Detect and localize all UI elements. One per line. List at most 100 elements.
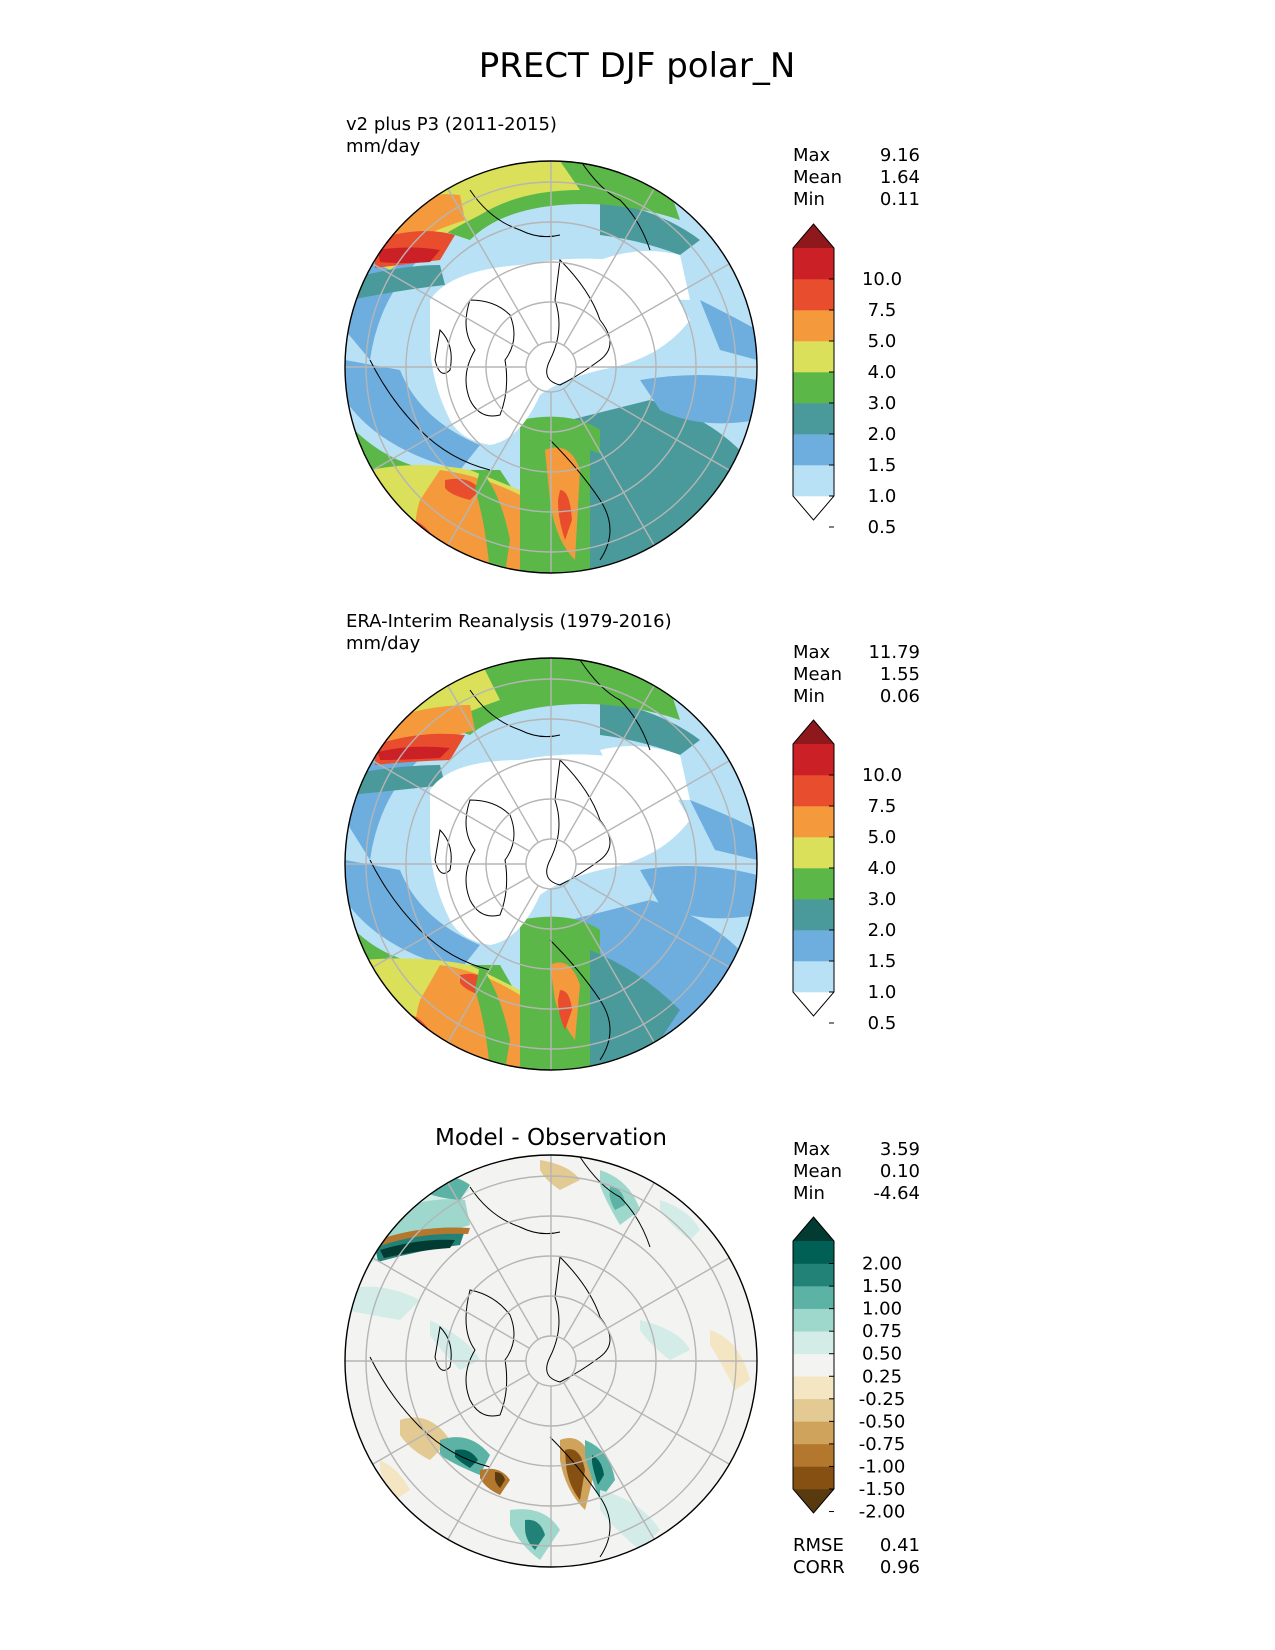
colorbar-segment — [793, 1286, 834, 1309]
colorbar-tick-label: -0.50 — [859, 1411, 906, 1432]
stat-label-mean: Mean — [793, 1161, 842, 1182]
colorbar-tick-label: 0.50 — [862, 1344, 902, 1365]
panel-diff-title: Model - Observation — [435, 1125, 667, 1151]
colorbar-diff: 2.001.501.000.750.500.25-0.25-0.50-0.75-… — [792, 1216, 906, 1523]
colorbar-segment — [793, 1241, 834, 1264]
colorbar-model: 10.0 7.5 5.0 4.0 3.0 2.0 1.5 1.0 0.5 — [792, 223, 902, 538]
colorbar-tick-label: 3.0 — [868, 393, 897, 414]
metric-label-corr: CORR — [793, 1557, 845, 1578]
colorbar-segment — [793, 1421, 834, 1445]
colorbar-tick-label: 7.5 — [868, 300, 897, 321]
metric-label-rmse: RMSE — [793, 1535, 844, 1556]
panel-obs: ERA-Interim Reanalysis (1979-2016) mm/da… — [344, 611, 920, 1071]
stats-obs: Max 11.79 Mean 1.55 Min 0.06 — [793, 642, 920, 707]
colorbar-tick-label: 2.00 — [862, 1254, 902, 1275]
stat-label-min: Min — [793, 1183, 825, 1204]
colorbar-cap-high — [793, 1217, 834, 1241]
colorbar-tick-label: -2.00 — [859, 1502, 906, 1523]
stat-value-min: -4.64 — [873, 1183, 920, 1204]
colorbar-tick-label: 0.25 — [862, 1366, 902, 1387]
colorbar-segment — [793, 1331, 834, 1355]
colorbar-tick-label: 1.0 — [868, 982, 897, 1003]
metric-value-rmse: 0.41 — [880, 1535, 920, 1556]
colorbar-segment — [793, 930, 834, 962]
stat-label-mean: Mean — [793, 664, 842, 685]
colorbar-tick-label: 3.0 — [868, 889, 897, 910]
colorbar-segment — [793, 868, 834, 900]
colorbar-segment — [793, 961, 834, 993]
stat-value-min: 0.11 — [880, 189, 920, 210]
colorbar-tick-label: 2.0 — [868, 424, 897, 445]
colorbar-tick-label: -1.50 — [859, 1479, 906, 1500]
map-diff-border — [344, 1154, 758, 1568]
panel-model-line1: v2 plus P3 (2011-2015) — [346, 114, 557, 135]
stat-label-mean: Mean — [793, 167, 842, 188]
map-model — [345, 161, 757, 573]
panel-diff: Model - Observation — [344, 1125, 920, 1578]
colorbar-segment — [793, 403, 834, 435]
colorbar-segment — [793, 465, 834, 497]
metrics-diff: RMSE 0.41 CORR 0.96 — [793, 1535, 920, 1578]
colorbar-outline — [792, 719, 835, 1017]
colorbar-tick-label: 1.00 — [862, 1299, 902, 1320]
figure-title: PRECT DJF polar_N — [479, 46, 796, 86]
colorbar-segment — [793, 806, 834, 838]
colorbar-segment — [793, 1443, 834, 1467]
colorbar-tick-label: 1.0 — [868, 486, 897, 507]
colorbar-tick-label: 1.5 — [868, 951, 897, 972]
colorbar-tick-label: 5.0 — [868, 827, 897, 848]
colorbar-tick-label: 4.0 — [868, 362, 897, 383]
stat-value-min: 0.06 — [880, 686, 920, 707]
colorbar-tick-label: 5.0 — [868, 331, 897, 352]
colorbar-segment — [793, 837, 834, 869]
colorbar-tick-label: -0.25 — [859, 1389, 906, 1410]
colorbar-outline — [792, 223, 835, 521]
colorbar-segment — [793, 1466, 834, 1490]
colorbar-segment — [793, 899, 834, 931]
colorbar-tick-label: 0.5 — [868, 517, 897, 538]
stat-value-mean: 0.10 — [880, 1161, 920, 1182]
panel-model: v2 plus P3 (2011-2015) mm/day — [344, 114, 920, 574]
colorbar-tick-label: 7.5 — [868, 796, 897, 817]
colorbar-segment — [793, 744, 834, 776]
stat-value-mean: 1.55 — [880, 664, 920, 685]
colorbar-tick-label: 10.0 — [862, 765, 902, 786]
colorbar-segment — [793, 1376, 834, 1400]
map-obs — [345, 658, 757, 1070]
colorbar-segment — [793, 1263, 834, 1287]
colorbar-tick-label: -1.00 — [859, 1456, 906, 1477]
colorbar-tick-label: 1.50 — [862, 1276, 902, 1297]
colorbar-segment — [793, 1308, 834, 1332]
colorbar-tick-label: 0.5 — [868, 1013, 897, 1034]
stat-value-max: 3.59 — [880, 1139, 920, 1160]
stat-label-max: Max — [793, 145, 831, 166]
stat-label-max: Max — [793, 642, 831, 663]
colorbar-segment — [793, 1353, 834, 1377]
stats-model: Max 9.16 Mean 1.64 Min 0.11 — [793, 145, 920, 210]
colorbar-tick-label: 4.0 — [868, 858, 897, 879]
metric-value-corr: 0.96 — [880, 1557, 920, 1578]
colorbar-outline — [792, 1216, 835, 1514]
colorbar-segment — [793, 372, 834, 404]
map-model-border — [344, 160, 758, 574]
stat-value-max: 11.79 — [868, 642, 920, 663]
colorbar-segment — [793, 341, 834, 373]
colorbar-cap-low — [793, 992, 834, 1016]
colorbar-segment — [793, 434, 834, 466]
map-diff — [345, 1155, 757, 1567]
stat-label-min: Min — [793, 189, 825, 210]
colorbar-cap-low — [793, 496, 834, 520]
stats-diff: Max 3.59 Mean 0.10 Min -4.64 — [793, 1139, 920, 1204]
colorbar-cap-low — [793, 1489, 834, 1513]
colorbar-cap-high — [793, 224, 834, 248]
stat-value-max: 9.16 — [880, 145, 920, 166]
colorbar-obs: 10.0 7.5 5.0 4.0 3.0 2.0 1.5 1.0 0.5 — [792, 719, 902, 1034]
stat-label-max: Max — [793, 1139, 831, 1160]
colorbar-tick-label: 0.75 — [862, 1321, 902, 1342]
colorbar-tick-label: 10.0 — [862, 269, 902, 290]
colorbar-segment — [793, 1398, 834, 1422]
colorbar-tick-label: 1.5 — [868, 455, 897, 476]
colorbar-segment — [793, 775, 834, 807]
colorbar-cap-high — [793, 720, 834, 744]
